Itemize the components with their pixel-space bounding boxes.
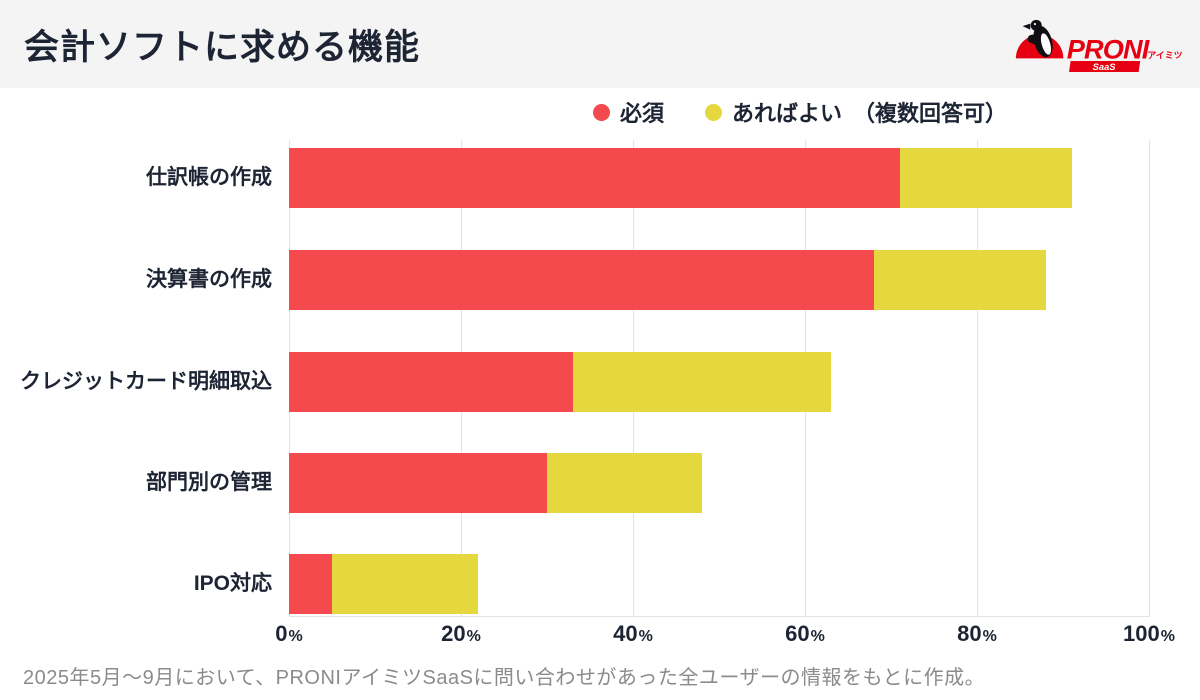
category-label: 仕訳帳の作成 xyxy=(146,166,272,189)
legend-label-required: 必須 xyxy=(620,101,665,126)
legend-swatch-nice-to-have-icon xyxy=(705,103,723,121)
x-axis-tick-label: 0% xyxy=(275,621,303,646)
x-axis-tick-label: 80% xyxy=(957,621,997,646)
proni-aimitsu-logo: PRONI アイミツ SaaS xyxy=(1015,19,1183,72)
logo-badge-text: SaaS xyxy=(1093,62,1117,72)
bar-segment-nice-to-have xyxy=(899,148,1072,208)
bar-segment-required xyxy=(289,554,332,614)
bar-row xyxy=(289,453,702,513)
gridline xyxy=(1149,140,1150,617)
bar-row xyxy=(289,554,479,614)
bar-segment-required xyxy=(289,352,573,412)
bar-segment-required xyxy=(289,148,900,208)
bar-row xyxy=(289,250,1046,310)
source-note: 2025年5月〜9月において、PRONIアイミツSaaSに問い合わせがあった全ユ… xyxy=(23,667,986,689)
bar-segment-nice-to-have xyxy=(547,453,702,513)
plot-area xyxy=(289,140,1150,617)
x-axis-tick-label: 60% xyxy=(785,621,825,646)
x-axis-line xyxy=(289,616,1149,617)
bar-segment-nice-to-have xyxy=(332,554,479,614)
logo-sub-text: アイミツ xyxy=(1147,50,1182,60)
legend-swatch-required-icon xyxy=(593,103,610,121)
bar-segment-nice-to-have xyxy=(873,250,1046,310)
chart-legend: 必須 あればよい （複数回答可） xyxy=(593,97,1007,127)
x-axis-tick-label: 100% xyxy=(1123,621,1175,646)
legend-label-nice-to-have: あればよい xyxy=(732,101,843,126)
bar-row xyxy=(289,148,1072,208)
gridline xyxy=(977,140,978,617)
category-label: 決算書の作成 xyxy=(146,268,272,291)
penguin-icon xyxy=(1022,19,1053,58)
x-axis-tick-label: 40% xyxy=(613,621,653,646)
page-title: 会計ソフトに求める機能 xyxy=(24,27,421,67)
legend-item-nice-to-have: あればよい xyxy=(705,96,842,128)
bar-segment-nice-to-have xyxy=(572,352,831,412)
category-label: 部門別の管理 xyxy=(146,471,272,494)
category-label: IPO対応 xyxy=(193,572,272,595)
legend-note: （複数回答可） xyxy=(853,101,1008,126)
legend-item-required: 必須 xyxy=(593,96,664,128)
bar-row xyxy=(289,352,831,412)
category-label: クレジットカード明細取込 xyxy=(20,370,272,393)
x-axis-tick-label: 20% xyxy=(441,621,481,646)
logo-brand-text: PRONI xyxy=(1067,33,1150,64)
bar-segment-required xyxy=(289,250,874,310)
bar-segment-required xyxy=(289,453,547,513)
header: 会計ソフトに求める機能 PRONI アイミツ SaaS xyxy=(0,0,1200,88)
